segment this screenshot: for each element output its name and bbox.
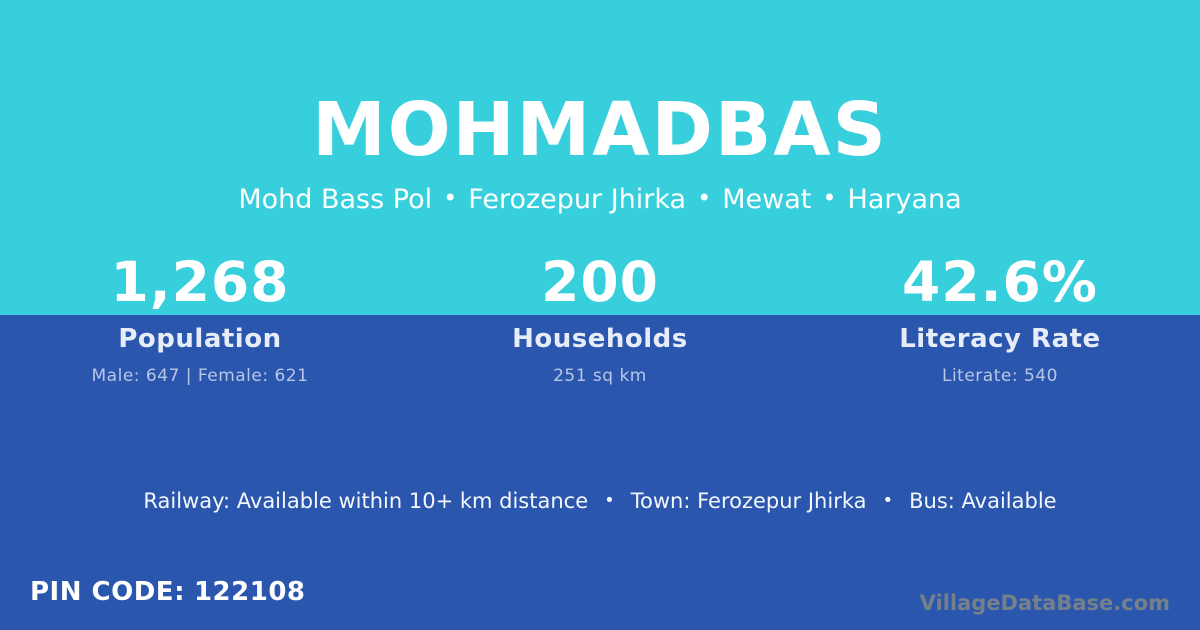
- stats-row: 1,268 Population Male: 647 | Female: 621…: [0, 248, 1200, 387]
- literacy-value: 42.6%: [902, 250, 1098, 314]
- population-value: 1,268: [110, 250, 290, 314]
- literacy-detail: Literate: 540: [941, 366, 1058, 386]
- location-part-village: Mohd Bass Pol: [238, 184, 433, 215]
- bullet-separator: •: [443, 184, 458, 212]
- stat-literacy: 42.6% Literacy Rate Literate: 540: [800, 248, 1200, 387]
- location-part-tehsil: Ferozepur Jhirka: [468, 184, 687, 215]
- bullet-separator: •: [604, 490, 615, 511]
- bullet-separator: •: [882, 490, 894, 511]
- pin-code-value: 122108: [193, 577, 306, 607]
- population-label: Population: [118, 324, 282, 354]
- village-title: MOHMADBAS: [312, 87, 888, 173]
- literacy-label: Literacy Rate: [899, 324, 1101, 354]
- site-watermark: VillageDataBase.com: [919, 591, 1170, 615]
- fact-town: Town: Ferozepur Jhirka: [630, 489, 867, 513]
- fact-bus: Bus: Available: [909, 489, 1057, 513]
- transport-facts-line: Railway: Available within 10+ km distanc…: [0, 486, 1200, 516]
- households-label: Households: [512, 324, 688, 354]
- households-value: 200: [541, 250, 659, 314]
- fact-railway: Railway: Available within 10+ km distanc…: [143, 489, 589, 513]
- stat-population: 1,268 Population Male: 647 | Female: 621: [0, 248, 400, 387]
- location-part-district: Mewat: [722, 184, 812, 215]
- bullet-separator: •: [697, 184, 712, 212]
- location-part-state: Haryana: [847, 184, 962, 215]
- stat-households: 200 Households 251 sq km: [400, 248, 800, 387]
- bullet-separator: •: [822, 184, 837, 212]
- pin-code: PIN CODE: 122108: [30, 574, 306, 610]
- pin-code-label: PIN CODE:: [30, 577, 185, 607]
- location-breadcrumb: Mohd Bass Pol • Ferozepur Jhirka • Mewat • Har…: [0, 182, 1200, 218]
- households-detail: 251 sq km: [553, 366, 647, 386]
- population-detail: Male: 647 | Female: 621: [91, 366, 309, 386]
